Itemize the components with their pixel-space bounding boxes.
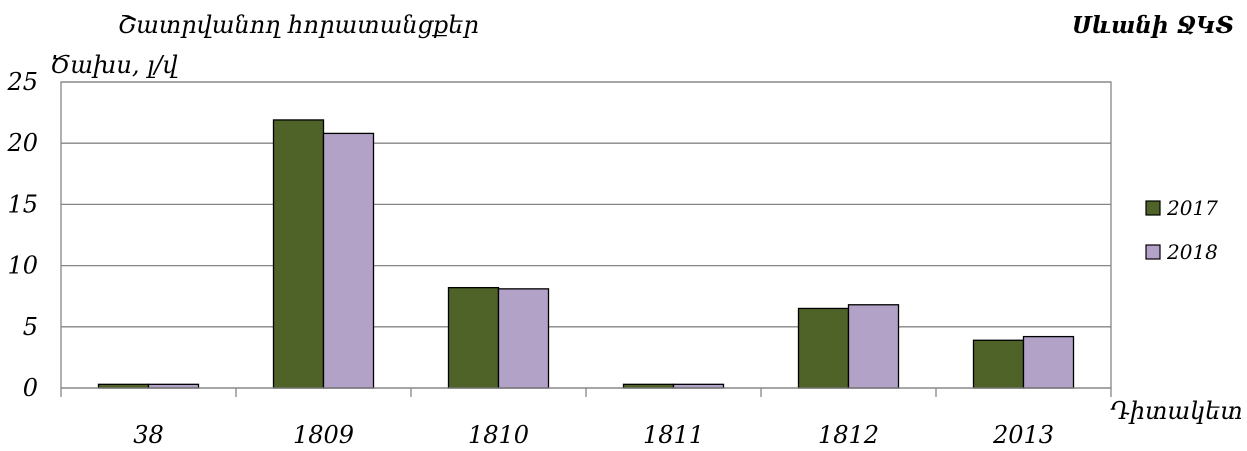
legend: 2017 2018: [1145, 196, 1218, 264]
y-tick-label: 20: [6, 129, 38, 157]
bar-2017-1810: [447, 286, 500, 389]
y-tick-label: 5: [23, 313, 38, 341]
plot-area-border: [60, 81, 1112, 389]
y-tick-labels: 0 5 10 15 20 25: [6, 68, 38, 402]
legend-label-2017: 2017: [1166, 196, 1218, 220]
x-tick-label: 1809: [293, 421, 354, 449]
bar-2018-1810: [497, 288, 550, 389]
x-tick-label: 38: [133, 421, 164, 449]
bar-2018-1809: [322, 132, 375, 389]
x-ticks: [60, 388, 1112, 397]
legend-label-2018: 2018: [1166, 240, 1218, 264]
x-tick-labels: 38 1809 1810 1811 1812 2013: [133, 421, 1054, 449]
x-tick-label: 1811: [643, 421, 704, 449]
chart-title: Շատրվանող հորատանցքեր: [118, 11, 479, 39]
x-axis-label: Դիտակետ: [1110, 397, 1243, 425]
legend-swatch-2018: [1145, 244, 1161, 260]
bars: [97, 119, 1075, 389]
bar-2018-2013: [1022, 335, 1075, 389]
x-tick-label: 1810: [468, 421, 529, 449]
y-tick-label: 15: [7, 190, 38, 218]
gridlines: [61, 81, 1111, 328]
corner-label: Սևանի ՋԿՏ: [1072, 12, 1234, 39]
bar-2017-1812: [797, 307, 850, 389]
bar-2017-1809: [272, 119, 325, 389]
y-tick-label: 10: [7, 252, 38, 280]
x-tick-label: 1812: [818, 421, 879, 449]
bar-2018-1812: [847, 304, 900, 389]
y-axis-label: Ծախս, լ/վ: [50, 51, 178, 79]
legend-swatch-2017: [1145, 200, 1161, 216]
x-tick-label: 2013: [992, 421, 1054, 449]
y-tick-label: 0: [23, 374, 38, 402]
bar-2017-2013: [972, 339, 1025, 389]
y-tick-label: 25: [6, 68, 38, 96]
